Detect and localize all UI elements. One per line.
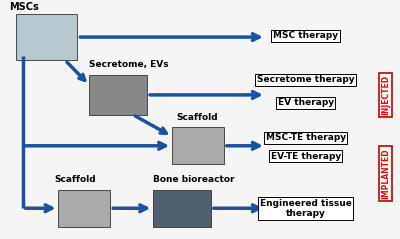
Text: MSC-TE therapy: MSC-TE therapy	[266, 133, 346, 142]
FancyBboxPatch shape	[89, 75, 147, 114]
Text: Secretome therapy: Secretome therapy	[257, 75, 354, 84]
FancyBboxPatch shape	[153, 190, 211, 227]
FancyBboxPatch shape	[16, 14, 78, 60]
Text: Scaffold: Scaffold	[176, 113, 218, 121]
Text: Secretome, EVs: Secretome, EVs	[89, 60, 169, 70]
Text: EV therapy: EV therapy	[278, 98, 334, 108]
Text: MSCs: MSCs	[10, 2, 39, 12]
Text: MSC therapy: MSC therapy	[273, 31, 338, 40]
Text: Bone bioreactor: Bone bioreactor	[153, 175, 235, 184]
Text: Scaffold: Scaffold	[54, 175, 96, 184]
FancyBboxPatch shape	[58, 190, 110, 227]
Text: Engineered tissue
therapy: Engineered tissue therapy	[260, 199, 352, 218]
FancyBboxPatch shape	[172, 127, 224, 164]
Text: INJECTED: INJECTED	[381, 75, 390, 115]
Text: EV-TE therapy: EV-TE therapy	[270, 152, 341, 161]
Text: IMPLANTED: IMPLANTED	[381, 148, 390, 199]
